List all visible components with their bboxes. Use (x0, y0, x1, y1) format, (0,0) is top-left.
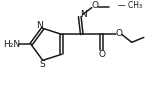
Text: O: O (91, 1, 98, 10)
Text: — CH₃: — CH₃ (118, 1, 142, 10)
Text: O: O (98, 50, 105, 59)
Text: N: N (80, 10, 87, 19)
Text: N: N (36, 21, 43, 30)
Text: S: S (40, 60, 46, 69)
Text: O: O (115, 29, 122, 38)
Text: H₂N: H₂N (3, 40, 21, 49)
